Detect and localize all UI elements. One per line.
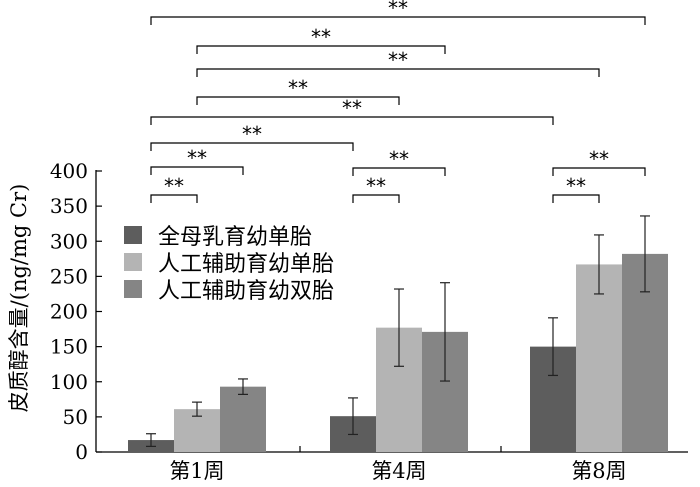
significance-label: ** [589,147,609,171]
y-tick-label: 50 [63,405,88,429]
y-tick-label: 400 [50,159,88,183]
x-category-label: 第1周 [169,459,224,483]
legend-swatch [124,253,142,271]
significance-label: ** [288,76,308,100]
legend-label: 人工辅助育幼双胎 [158,279,334,304]
significance-bracket [150,116,554,125]
significance-label: ** [388,48,408,72]
significance-bracket [552,167,646,176]
significance-label: ** [242,122,262,146]
significance-bracket [150,16,646,25]
significance-bracket [150,194,198,203]
y-tick-label: 150 [50,335,88,359]
significance-label: ** [311,25,331,49]
y-axis-label: 皮质醇含量/(ng/mg Cr) [7,184,31,413]
y-tick-label: 100 [50,370,88,394]
y-tick-label: 300 [50,229,88,253]
significance-label: ** [566,174,586,198]
x-category-label: 第4周 [371,459,426,483]
y-tick-label: 350 [50,194,88,218]
y-tick-label: 250 [50,264,88,288]
legend-swatch [124,280,142,298]
significance-bracket [150,142,354,151]
significance-bracket [196,68,600,77]
significance-bracket [552,194,600,203]
significance-layer: ************************ [150,0,646,203]
axes-layer: 0 50 100 150 200 250 300 350 400 第1周 第4周 第8周 [50,159,688,483]
significance-label: ** [366,174,386,198]
legend-swatch [124,226,142,244]
significance-bracket [352,167,446,176]
y-tick-label: 0 [75,440,88,464]
bar [220,386,266,452]
legend-label: 人工辅助育幼单胎 [158,252,334,277]
y-tick-label: 200 [50,300,88,324]
x-category-label: 第8周 [571,459,626,483]
significance-bracket [196,96,400,105]
significance-label: ** [389,147,409,171]
significance-bracket [196,45,446,54]
significance-bracket [150,166,244,175]
error-bars-layer [146,215,650,447]
legend-label: 全母乳育幼单胎 [158,225,312,250]
significance-label: ** [388,0,408,20]
significance-label: ** [187,146,207,170]
significance-label: ** [164,174,184,198]
significance-bracket [352,194,400,203]
significance-label: ** [342,96,362,120]
bar [576,264,622,452]
